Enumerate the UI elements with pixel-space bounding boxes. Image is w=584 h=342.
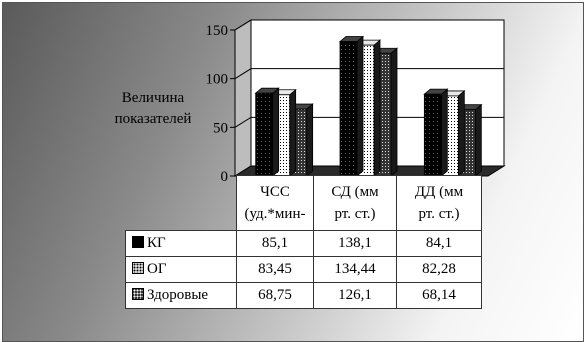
y-axis-label: Величина показателей [114, 90, 192, 127]
bar [338, 35, 365, 177]
bar-side [373, 39, 381, 177]
gridline [234, 116, 504, 128]
bar-side [440, 88, 448, 177]
gridline [234, 68, 504, 80]
legend-entry: Здоровые [125, 282, 237, 309]
table-cell: 82,28 [396, 256, 482, 283]
table-row: Здоровые 68,75 126,1 68,14 [125, 282, 482, 309]
side-wall [234, 19, 252, 177]
table-cell: 84,1 [396, 230, 482, 257]
y-tick-label: 100 [206, 72, 229, 88]
category-label: СД (мм рт. ст.) [313, 175, 397, 231]
table-cell: 83,45 [236, 256, 314, 283]
bar-side [457, 90, 465, 177]
legend-key [132, 236, 144, 248]
bar-front [339, 41, 358, 177]
bar-side [272, 87, 280, 177]
table-cell: 85,1 [236, 230, 314, 257]
table-cell: 68,14 [396, 282, 482, 309]
table-cell: 68,75 [236, 282, 314, 309]
bar-side [474, 103, 482, 177]
table-cell: 126,1 [313, 282, 397, 309]
table-corner [126, 176, 237, 231]
data-table: ЧСС (уд.*мин- СД (мм рт. ст.) ДД (мм рт. ст… [125, 175, 482, 309]
bar-side [289, 88, 297, 177]
bar-front [423, 93, 442, 177]
category-label: ЧСС (уд.*мин- [236, 175, 314, 231]
bar-side [356, 35, 364, 177]
y-tick-label: 50 [213, 120, 228, 136]
table-cell: 138,1 [313, 230, 397, 257]
category-label: ДД (мм рт. ст.) [396, 175, 482, 231]
table-cell: 134,44 [313, 256, 397, 283]
table-row: КГ 85,1 138,1 84,1 [125, 230, 482, 257]
y-tick-label: 0 [221, 169, 229, 185]
legend-entry: КГ [125, 230, 237, 257]
table-row: ОГ 83,45 134,44 82,28 [125, 256, 482, 283]
bar [254, 87, 280, 177]
bar [423, 88, 449, 177]
bar-front [255, 92, 274, 177]
bar-side [306, 103, 314, 177]
gridline [234, 19, 504, 31]
category-row: ЧСС (уд.*мин- СД (мм рт. ст.) ДД (мм рт. ст… [126, 175, 482, 231]
legend-key [132, 262, 144, 274]
legend-entry: ОГ [125, 256, 237, 283]
legend-key [132, 288, 144, 300]
y-tick-label: 150 [206, 23, 229, 39]
bar-side [390, 47, 398, 177]
